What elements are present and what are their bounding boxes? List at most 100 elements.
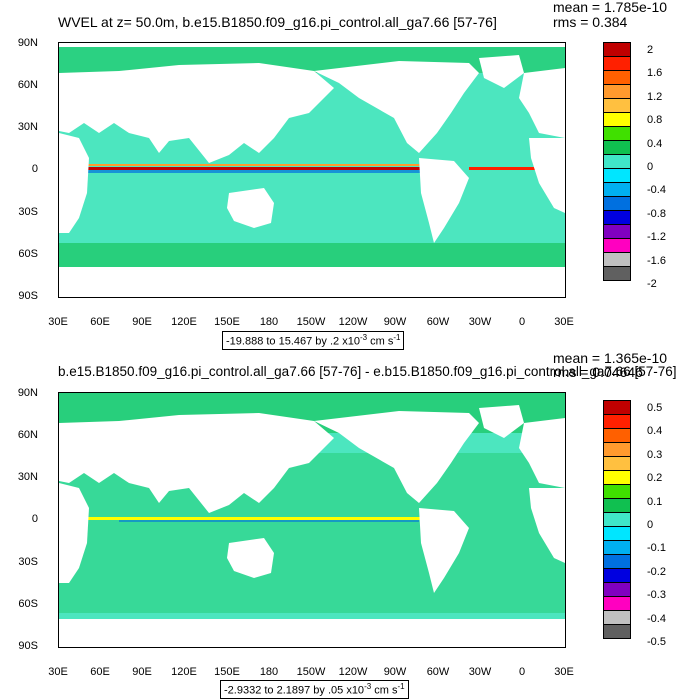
colorbar-swatch xyxy=(603,154,631,169)
lat-label: 60N xyxy=(17,429,38,441)
colorbar-label: -0.8 xyxy=(647,207,666,220)
colorbar-swatch xyxy=(603,414,631,429)
colorbar-swatch xyxy=(603,168,631,183)
colorbar-swatch xyxy=(603,554,631,569)
lon-label: 90W xyxy=(383,666,407,678)
lon-label: 30E xyxy=(554,666,574,678)
colorbar-label: -0.2 xyxy=(647,565,666,578)
lon-label: 30W xyxy=(468,666,492,678)
colorbar-swatch xyxy=(603,84,631,99)
lon-label: 120E xyxy=(171,666,197,678)
colorbar: 0.5 0.4 0.3 0.2 0.1 0 -0.1 -0.2 -0.3 -0.4 -0.5 xyxy=(603,400,693,650)
lat-label: 60N xyxy=(17,79,38,91)
colorbar-label: -1.2 xyxy=(647,231,666,244)
world-map xyxy=(59,43,565,297)
colorbar-label: 1.6 xyxy=(647,67,663,80)
lon-label: 120E xyxy=(171,316,197,328)
colorbar-swatch xyxy=(603,428,631,443)
lat-label: 30N xyxy=(17,471,38,483)
lat-label: 90S xyxy=(18,640,38,652)
colorbar-swatch xyxy=(603,112,631,127)
colorbar-label: -0.5 xyxy=(647,636,666,648)
mean-stat: mean = 1.785e-10 xyxy=(553,0,668,15)
colorbar-label: 0.3 xyxy=(647,448,663,461)
colorbar-swatch xyxy=(603,512,631,527)
colorbar-label: -1.6 xyxy=(647,254,666,267)
colorbar-label: -0.1 xyxy=(647,542,666,555)
colorbar-label: 0 xyxy=(647,519,654,531)
colorbar-swatch xyxy=(603,224,631,239)
lon-label: 120W xyxy=(338,666,368,678)
rms-stat: rms = 0.384 xyxy=(553,14,628,30)
lon-label: 150W xyxy=(296,666,326,678)
lon-label: 60E xyxy=(90,316,110,328)
world-map xyxy=(59,393,565,647)
map-panel-top: WVEL at z= 50.0m, b.e15.B1850.f09_g16.pi… xyxy=(17,0,693,350)
colorbar-label: -0.4 xyxy=(647,184,666,197)
lon-label: 90W xyxy=(383,316,407,328)
colorbar-swatch xyxy=(603,540,631,555)
lon-label: 150E xyxy=(214,316,240,328)
colorbar-swatch xyxy=(603,252,631,267)
colorbar-swatch xyxy=(603,498,631,513)
lat-label: 90S xyxy=(18,290,38,302)
colorbar-swatch xyxy=(603,56,631,71)
colorbar-label: 1.2 xyxy=(647,90,663,103)
lon-label: 0 xyxy=(518,316,526,328)
colorbar-swatch xyxy=(603,526,631,541)
lon-label: 0 xyxy=(518,666,526,678)
colorbar-swatch xyxy=(603,140,631,155)
map-panel-bottom: b.e15.B1850.f09_g16.pi_control.all_ga7.6… xyxy=(0,350,700,700)
colorbar-swatch xyxy=(603,238,631,253)
colorbar-swatch xyxy=(603,42,631,57)
colorbar-swatch xyxy=(603,456,631,471)
lon-label: 30W xyxy=(468,316,492,328)
lat-label: 0 xyxy=(31,163,38,175)
colorbar-swatch xyxy=(603,442,631,457)
lat-label: 60S xyxy=(18,248,38,260)
colorbar-label: 0 xyxy=(647,161,654,173)
colorbar-swatch xyxy=(603,266,631,281)
lon-label: 30E xyxy=(554,316,574,328)
lon-label: 60W xyxy=(426,316,450,328)
lon-label: 180 xyxy=(259,316,279,328)
colorbar-swatch xyxy=(603,484,631,499)
colorbar-label: 0.2 xyxy=(647,472,663,485)
panel-title: WVEL at z= 50.0m, b.e15.B1850.f09_g16.pi… xyxy=(58,14,497,30)
colorbar-swatch xyxy=(603,98,631,113)
lon-label: 60E xyxy=(90,666,110,678)
lat-label: 30S xyxy=(18,556,38,568)
panel-title: b.e15.B1850.f09_g16.pi_control.all_ga7.6… xyxy=(58,364,677,379)
mean-stat: mean = 1.365e-10 xyxy=(553,350,668,366)
contour-range-label: -19.888 to 15.467 by .2 x10-3 cm s-1 xyxy=(222,331,405,350)
colorbar-label: 0.5 xyxy=(647,402,663,414)
colorbar-swatch xyxy=(603,610,631,625)
lat-label: 0 xyxy=(31,513,38,525)
colorbar-label: 0.4 xyxy=(647,137,663,150)
colorbar-label: 0.4 xyxy=(647,425,663,438)
lon-label: 180 xyxy=(259,666,279,678)
colorbar-swatch xyxy=(603,568,631,583)
lon-label: 150W xyxy=(296,316,326,328)
colorbar-swatch xyxy=(603,624,631,639)
colorbar: 2 1.6 1.2 0.8 0.4 0 -0.4 -0.8 -1.2 -1.6 -2 xyxy=(603,42,693,292)
colorbar-label: 2 xyxy=(647,44,654,56)
map-plot xyxy=(58,392,566,648)
map-plot xyxy=(58,42,566,298)
lon-label: 60W xyxy=(426,666,450,678)
colorbar-label: 0.8 xyxy=(647,114,663,127)
colorbar-label: -2 xyxy=(647,278,657,290)
rms-stat: rms = 0.04646 xyxy=(553,364,643,380)
lon-label: 90E xyxy=(132,316,152,328)
colorbar-swatch xyxy=(603,582,631,597)
lon-label: 30E xyxy=(48,666,68,678)
lat-label: 30S xyxy=(18,206,38,218)
contour-range-label: -2.9332 to 2.1897 by .05 x10-3 cm s-1 xyxy=(220,680,409,699)
colorbar-swatch xyxy=(603,596,631,611)
lat-label: 60S xyxy=(18,598,38,610)
lat-label: 90N xyxy=(17,37,38,49)
colorbar-swatch xyxy=(603,470,631,485)
lat-label: 90N xyxy=(17,387,38,399)
colorbar-swatch xyxy=(603,210,631,225)
colorbar-label: -0.3 xyxy=(647,589,666,602)
